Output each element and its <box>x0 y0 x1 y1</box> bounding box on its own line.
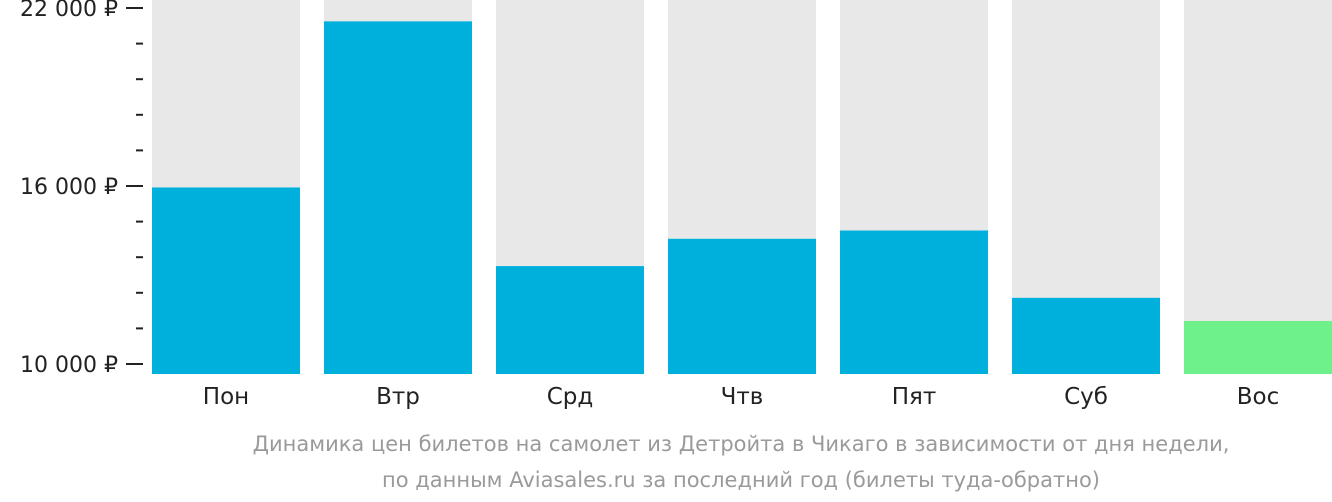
category-label-5: Пят <box>892 384 937 410</box>
y-tick-label-1: 22 000 ₽ <box>20 0 118 22</box>
bar-1 <box>152 187 300 374</box>
y-tick-label-3: 10 000 ₽ <box>20 353 118 378</box>
bar-4 <box>668 238 816 374</box>
chart-caption-line-1: Динамика цен билетов на самолет из Детро… <box>252 432 1230 456</box>
category-label-6: Суб <box>1064 384 1108 410</box>
chart-caption-line-2: по данным Aviasales.ru за последний год … <box>382 468 1100 492</box>
bar-3 <box>496 266 644 374</box>
y-tick-label-2: 16 000 ₽ <box>20 175 118 200</box>
bar-6 <box>1012 297 1160 374</box>
bar-background-7 <box>1184 0 1332 374</box>
category-label-3: Срд <box>547 384 594 410</box>
category-label-1: Пон <box>203 384 249 410</box>
bar-2 <box>324 21 472 374</box>
category-label-7: Вос <box>1237 384 1280 410</box>
category-label-2: Втр <box>376 384 420 410</box>
price-bar-chart: Пон Втр Срд Чтв Пят Суб Вос 22 000 ₽ 16 000 ₽ 10 … <box>20 0 1332 410</box>
category-label-4: Чтв <box>721 384 764 410</box>
bar-5 <box>840 230 988 374</box>
bar-7 <box>1184 320 1332 374</box>
